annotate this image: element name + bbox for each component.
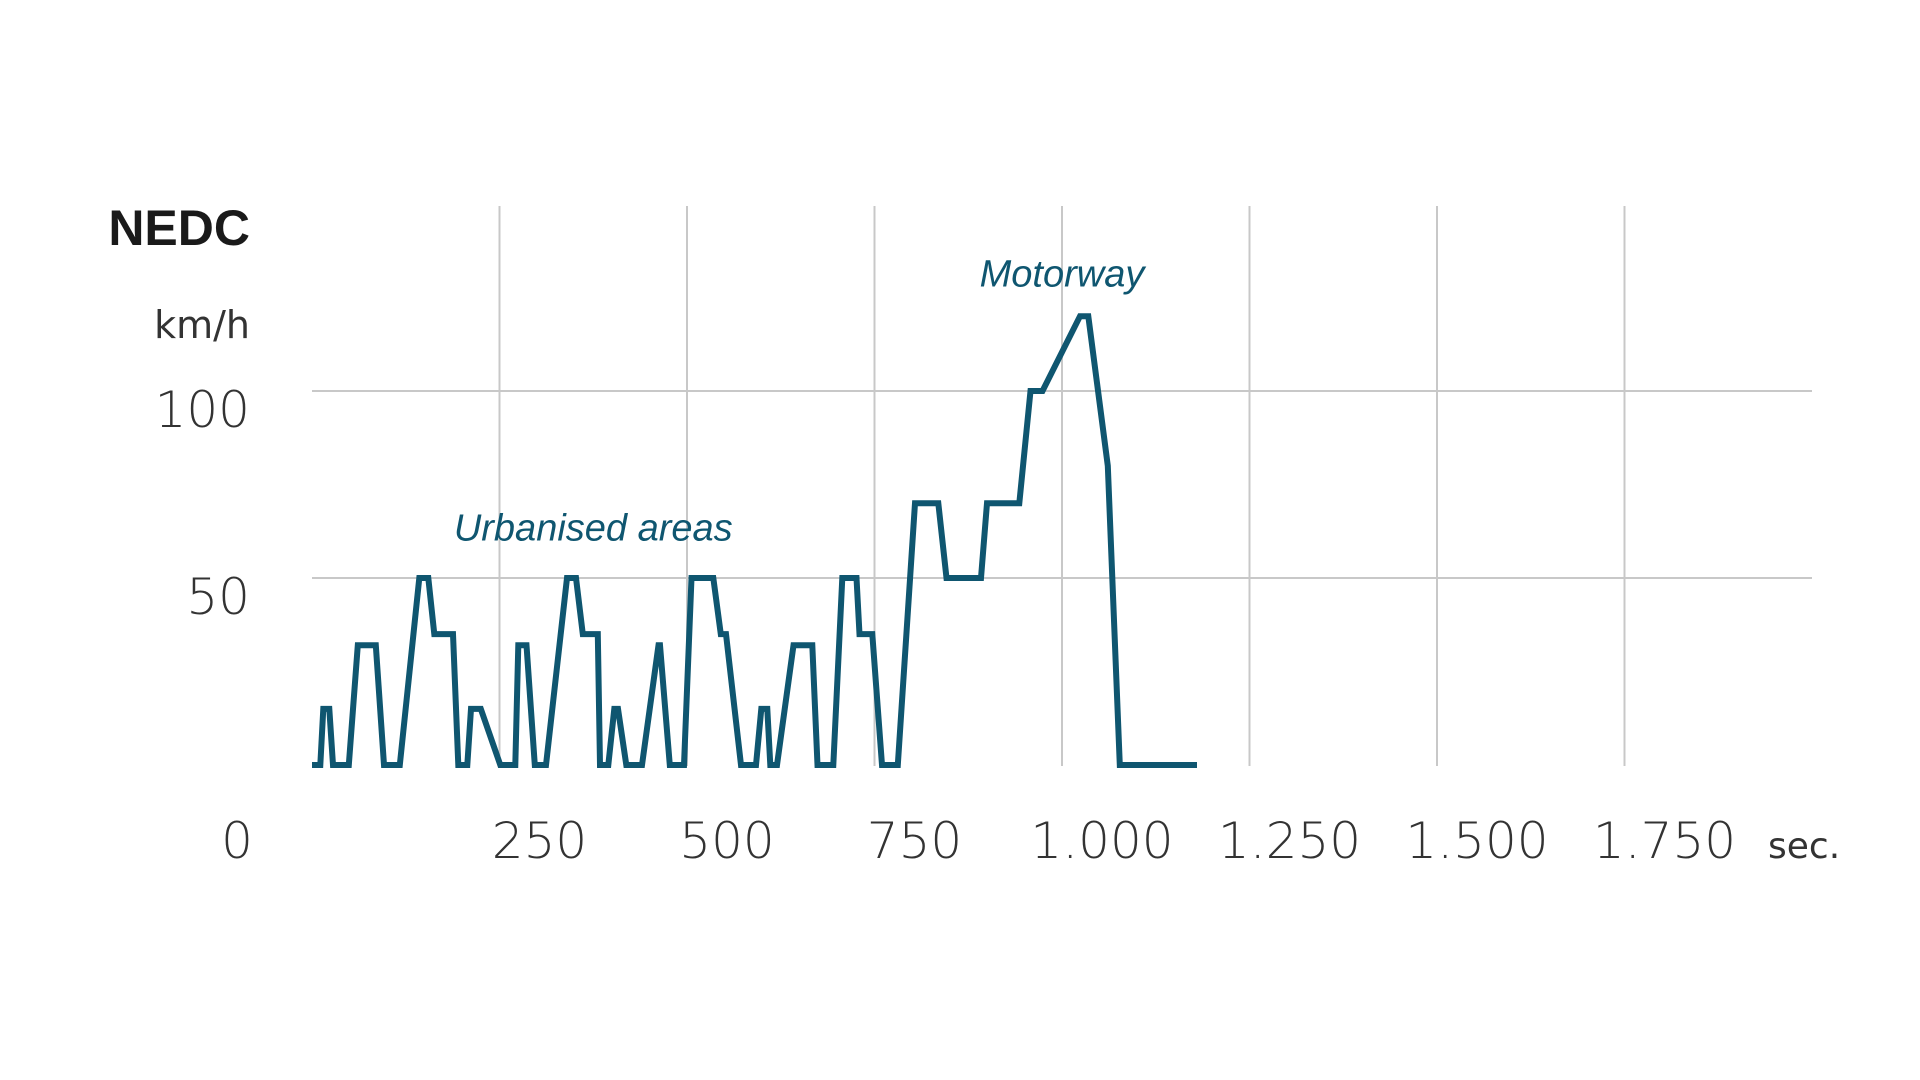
origin-tick-label: 0 [221, 812, 253, 870]
x-tick-label: 1.500 [1405, 812, 1548, 870]
x-axis-unit-label: sec. [1768, 826, 1840, 867]
x-tick-label: 1.000 [1030, 812, 1173, 870]
chart-annotation: Urbanised areas [454, 508, 733, 550]
x-tick-label: 750 [867, 812, 962, 870]
speed-profile-line [312, 313, 1197, 768]
y-tick-label: 100 [155, 381, 250, 439]
y-tick-label: 50 [186, 568, 250, 626]
x-tick-label: 250 [492, 812, 587, 870]
chart-annotation: Motorway [980, 253, 1147, 295]
chart-title: NEDC [108, 200, 250, 256]
y-axis-unit-label: km/h [154, 303, 250, 347]
series-layer [312, 313, 1197, 768]
x-tick-label: 1.750 [1593, 812, 1736, 870]
grid-layer [312, 206, 1812, 766]
text-layer: NEDC km/h 0 sec. 250 500 750 1.000 1.250 1.50… [108, 200, 1840, 870]
x-tick-label: 1.250 [1218, 812, 1361, 870]
x-tick-label: 500 [679, 812, 774, 870]
